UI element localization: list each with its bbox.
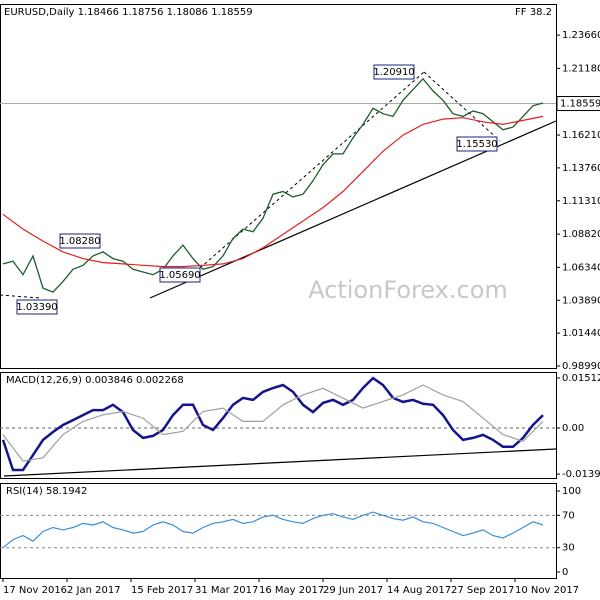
series-line <box>2 77 544 293</box>
trend-line <box>3 448 557 477</box>
annotation-label: 1.08280 <box>59 236 100 247</box>
x-tick-label: 27 Sep 2017 <box>451 585 514 596</box>
trend-line <box>423 71 501 142</box>
y-tick-label: 1.03890 <box>562 295 600 306</box>
y-tick-label: 1.13760 <box>562 163 600 174</box>
x-tick-label: 10 Nov 2017 <box>515 585 579 596</box>
y-tick-label: 1.06340 <box>562 262 600 273</box>
x-tick-label: 16 May 2017 <box>259 585 324 596</box>
panel-frame <box>0 4 557 369</box>
y-tick-label: 0.00 <box>562 423 584 434</box>
x-tick-label: 2 Jan 2017 <box>67 585 121 596</box>
x-tick-label: 15 Feb 2017 <box>131 585 193 596</box>
y-tick-label: 0 <box>562 567 568 578</box>
annotation-label: 1.05690 <box>159 270 200 281</box>
panel-frame <box>0 483 557 579</box>
current-price-box <box>556 96 600 112</box>
panel-frame <box>0 372 557 479</box>
y-tick-label: 1.16210 <box>562 130 600 141</box>
annotation-box <box>159 267 201 283</box>
y-tick-label: -0.013938 <box>562 469 600 480</box>
trend-line <box>199 71 425 269</box>
current-price-label: 1.18559 <box>560 99 600 110</box>
y-tick-label: 1.21180 <box>562 63 600 74</box>
symbol-header: EURUSD,Daily 1.18466 1.18756 1.18086 1.1… <box>4 7 253 18</box>
y-tick-label: 0.98990 <box>562 361 600 372</box>
annotation-box <box>59 233 101 249</box>
trend-line <box>0 294 41 299</box>
corner-label: FF 38.2 <box>515 7 552 18</box>
series-line <box>2 511 544 549</box>
x-tick-label: 31 Mar 2017 <box>195 585 258 596</box>
y-tick-label: 100 <box>562 486 581 497</box>
x-tick-label: 29 Jun 2017 <box>323 585 383 596</box>
y-tick-label: 1.23660 <box>562 30 600 41</box>
series-line <box>2 115 544 268</box>
x-tick-label: 14 Aug 2017 <box>387 585 451 596</box>
y-tick-label: 70 <box>562 510 575 521</box>
x-tick-label: 17 Nov 2016 <box>3 585 67 596</box>
y-tick-label: 1.01440 <box>562 328 600 339</box>
y-tick-label: 1.11310 <box>562 196 600 207</box>
series-line <box>2 384 544 462</box>
watermark: ActionForex.com <box>308 276 508 304</box>
y-tick-label: 0.01512 <box>562 373 600 384</box>
y-tick-label: 30 <box>562 543 575 554</box>
annotation-box <box>16 299 58 315</box>
annotation-label: 1.20910 <box>373 67 414 78</box>
indicator-title: RSI(14) 58.1942 <box>6 486 87 497</box>
y-tick-label: 1.08820 <box>562 229 600 240</box>
annotation-box <box>373 64 415 80</box>
series-line <box>1 376 544 472</box>
indicator-title: MACD(12,26,9) 0.003846 0.002268 <box>6 375 184 386</box>
annotation-label: 1.15530 <box>456 139 497 150</box>
annotation-label: 1.03390 <box>16 302 57 313</box>
annotation-box <box>456 136 498 152</box>
